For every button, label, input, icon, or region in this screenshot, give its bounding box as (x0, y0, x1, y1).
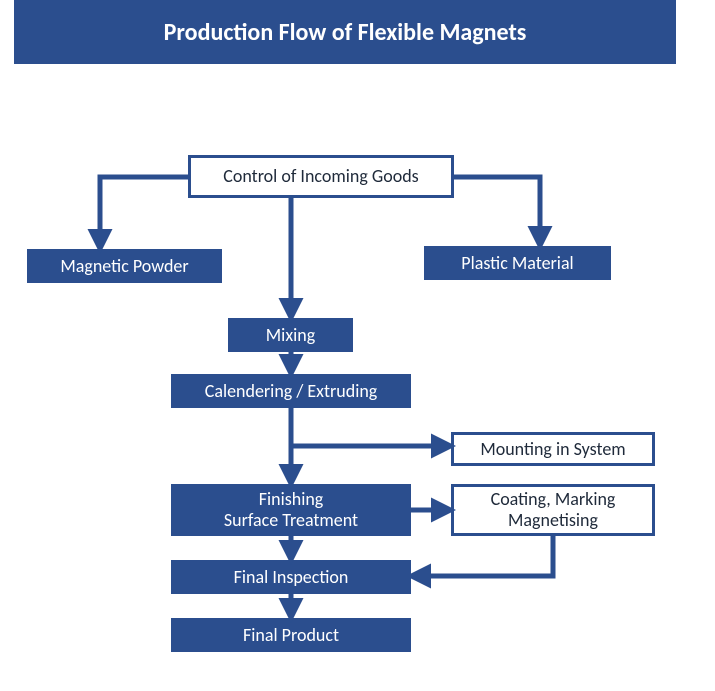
node-calendering-extruding: Calendering / Extruding (171, 374, 411, 408)
node-finishing-surface: FinishingSurface Treatment (171, 484, 411, 536)
edge-cal-branch (291, 408, 451, 446)
node-final-product: Final Product (171, 618, 411, 652)
edge-coat-to-insp (411, 536, 553, 576)
edge-ctrl-to-magpow (100, 177, 188, 249)
node-mixing: Mixing (228, 318, 353, 352)
node-plastic-material: Plastic Material (424, 246, 611, 280)
node-final-inspection: Final Inspection (171, 560, 411, 594)
node-mounting: Mounting in System (451, 432, 655, 466)
node-magnetic-powder: Magnetic Powder (27, 249, 222, 283)
node-control: Control of Incoming Goods (188, 155, 454, 198)
edge-ctrl-to-plastic (454, 177, 540, 246)
title-bar: Production Flow of Flexible Magnets (14, 0, 676, 64)
node-coating-marking: Coating, MarkingMagnetising (451, 484, 655, 536)
title-text: Production Flow of Flexible Magnets (164, 18, 527, 47)
